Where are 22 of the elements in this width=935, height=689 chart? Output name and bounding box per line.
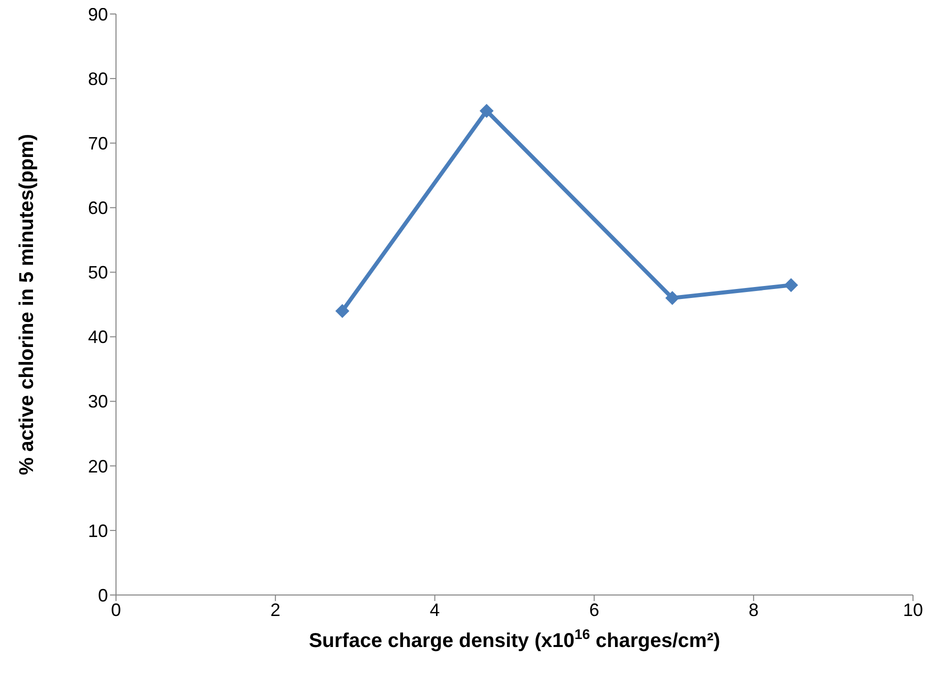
y-tick-label: 50 <box>88 262 108 283</box>
x-axis-title: Surface charge density (x10$^{16}$ charges/cm²) <box>308 626 720 652</box>
x-tick-label: 10 <box>902 600 924 620</box>
x-tick-label: 0 <box>110 600 122 620</box>
y-tick-label: 20 <box>88 456 108 476</box>
point <box>480 104 494 118</box>
y-tick-label: 70 <box>88 134 108 154</box>
y-tick-label: 30 <box>88 392 108 412</box>
y-tick-label: 0 <box>98 585 108 606</box>
y-tick-label: 40 <box>88 327 108 348</box>
x-tick-label: 8 <box>748 600 759 620</box>
y-tick-label: 10 <box>88 520 108 541</box>
y-tick-label: 90 <box>88 4 108 24</box>
point <box>335 304 350 318</box>
y-tick-label: 60 <box>88 198 108 218</box>
point <box>784 278 798 292</box>
x-tick-label: 2 <box>270 600 280 620</box>
x-tick-label: 6 <box>589 600 600 620</box>
x-tick-label: 4 <box>430 600 440 620</box>
y-tick-label: 80 <box>88 68 108 89</box>
point <box>665 291 680 306</box>
y-axis-title: % active chlorine in 5 minutes(ppm) <box>16 134 38 476</box>
